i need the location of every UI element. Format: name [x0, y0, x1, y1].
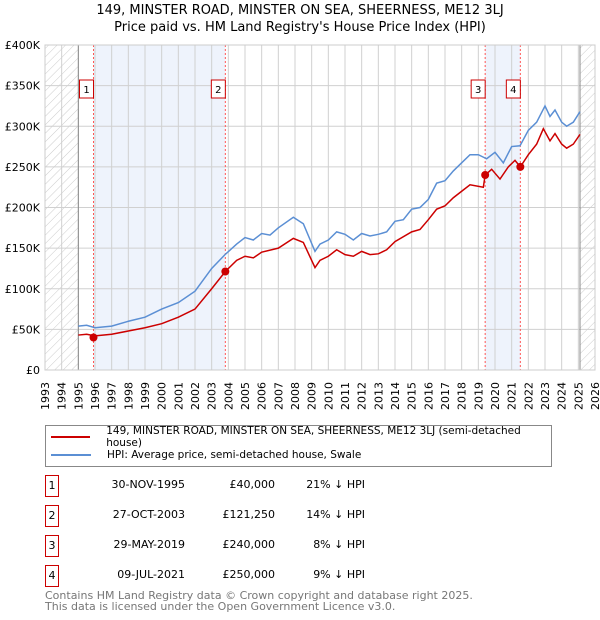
- x-tick-label: 2013: [372, 382, 385, 410]
- hpi-line: [78, 104, 581, 329]
- sale-date: 09-JUL-2021: [117, 568, 185, 581]
- sale-badge: 2: [45, 505, 59, 527]
- x-tick-label: 1999: [139, 382, 152, 410]
- x-tick-label: 2009: [306, 382, 319, 410]
- sale-point: [516, 162, 525, 171]
- sale-label-box: [505, 79, 521, 99]
- legend-item-property: 149, MINSTER ROAD, MINSTER ON SEA, SHEER…: [51, 425, 551, 449]
- y-tick-label: £300K: [5, 120, 41, 133]
- x-tick-label: 2023: [539, 382, 552, 410]
- x-tick-label: 2016: [422, 382, 435, 410]
- sale-label-box: [470, 79, 486, 99]
- x-tick-label: 2001: [172, 382, 185, 410]
- x-tick-label: 2026: [589, 382, 600, 410]
- sale-price: £121,250: [222, 508, 276, 521]
- y-tick-label: £0: [26, 364, 40, 377]
- x-tick-label: 1995: [72, 382, 85, 410]
- x-tick-label: 1998: [122, 382, 135, 410]
- legend: 149, MINSTER ROAD, MINSTER ON SEA, SHEER…: [45, 425, 552, 467]
- sale-hpi-diff: 21% ↓ HPI: [306, 478, 365, 491]
- legend-swatch-red: [51, 436, 91, 438]
- y-tick-label: £350K: [5, 80, 41, 93]
- footer-line-2: This data is licensed under the Open Gov…: [45, 600, 396, 613]
- x-tick-label: 2003: [206, 382, 219, 410]
- plot-border: [44, 44, 596, 371]
- x-tick-label: 2012: [356, 382, 369, 410]
- y-tick-label: £100K: [5, 283, 41, 296]
- x-tick-label: 2014: [389, 382, 402, 410]
- sale-label: 3: [475, 85, 481, 96]
- footer-line-1: Contains HM Land Registry data © Crown c…: [45, 589, 473, 602]
- sale-label: 1: [83, 85, 89, 96]
- x-tick-label: 2002: [189, 382, 202, 410]
- sale-label: 2: [215, 85, 221, 96]
- x-tick-label: 2004: [222, 382, 235, 410]
- x-tick-label: 2011: [339, 382, 352, 410]
- sale-date: 27-OCT-2003: [112, 508, 185, 521]
- sale-point: [221, 267, 230, 276]
- x-tick-label: 2018: [456, 382, 469, 410]
- x-tick-label: 2017: [439, 382, 452, 410]
- x-tick-label: 2022: [522, 382, 535, 410]
- footer: Contains HM Land Registry data © Crown c…: [45, 590, 473, 612]
- x-tick-label: 2024: [556, 382, 569, 410]
- sale-date: 30-NOV-1995: [111, 478, 185, 491]
- price-chart: 1993 1994 1995 1996 1997 1998 1999 2000 2001 2002…: [5, 39, 600, 410]
- x-tick-label: 2020: [489, 382, 502, 410]
- x-tick-label: 2021: [506, 382, 519, 410]
- sale-row: 2 27-OCT-2003 £121,250 14% ↓ HPI: [45, 505, 445, 527]
- x-tick-label: 2025: [572, 382, 585, 410]
- sale-point: [89, 333, 98, 342]
- sale-label-box: [79, 79, 94, 99]
- sale-hpi-diff: 8% ↓ HPI: [313, 538, 365, 551]
- x-tick-label: 2019: [472, 382, 485, 410]
- x-tick-label: 1994: [56, 382, 69, 410]
- sale-price: £250,000: [222, 568, 276, 581]
- x-tick-label: 1996: [89, 382, 102, 410]
- x-tick-label: 2000: [156, 382, 169, 410]
- sale-hpi-diff: 14% ↓ HPI: [306, 508, 365, 521]
- x-tick-label: 1997: [106, 382, 119, 410]
- property-price-line: [78, 126, 581, 337]
- legend-label-hpi: HPI: Average price, semi-detached house,…: [107, 449, 362, 461]
- sale-label: 4: [510, 85, 516, 96]
- sale-hpi-diff: 9% ↓ HPI: [313, 568, 365, 581]
- sale-label-box: [210, 79, 226, 99]
- y-tick-label: £250K: [5, 161, 41, 174]
- legend-item-hpi: HPI: Average price, semi-detached house,…: [51, 447, 361, 463]
- chart-title: 149, MINSTER ROAD, MINSTER ON SEA, SHEER…: [96, 3, 504, 18]
- legend-label-property: 149, MINSTER ROAD, MINSTER ON SEA, SHEER…: [106, 425, 521, 449]
- y-tick-label: £50K: [12, 323, 41, 336]
- sale-row: 3 29-MAY-2019 £240,000 8% ↓ HPI: [45, 535, 445, 557]
- y-tick-label: £400K: [5, 39, 41, 52]
- sale-badge: 4: [45, 565, 59, 587]
- sale-price: £40,000: [229, 478, 276, 491]
- sale-price: £240,000: [222, 538, 276, 551]
- sale-row: 4 09-JUL-2021 £250,000 9% ↓ HPI: [45, 565, 445, 587]
- x-tick-label: 2010: [322, 382, 335, 410]
- x-tick-label: 2005: [239, 382, 252, 410]
- x-tick-label: 2015: [406, 382, 419, 410]
- x-tick-label: 2006: [256, 382, 269, 410]
- chart-subtitle: Price paid vs. HM Land Registry's House …: [114, 20, 486, 35]
- sale-point: [481, 171, 490, 179]
- sale-badge: 3: [45, 535, 59, 557]
- y-tick-label: £200K: [5, 202, 41, 215]
- sale-row: 1 30-NOV-1995 £40,000 21% ↓ HPI: [45, 475, 445, 497]
- legend-swatch-blue: [51, 454, 91, 456]
- x-tick-label: 1993: [39, 382, 52, 410]
- sale-badge: 1: [45, 475, 59, 497]
- y-tick-label: £150K: [5, 242, 41, 255]
- sale-date: 29-MAY-2019: [113, 538, 185, 551]
- x-tick-label: 2007: [272, 382, 285, 410]
- x-tick-label: 2008: [289, 382, 302, 410]
